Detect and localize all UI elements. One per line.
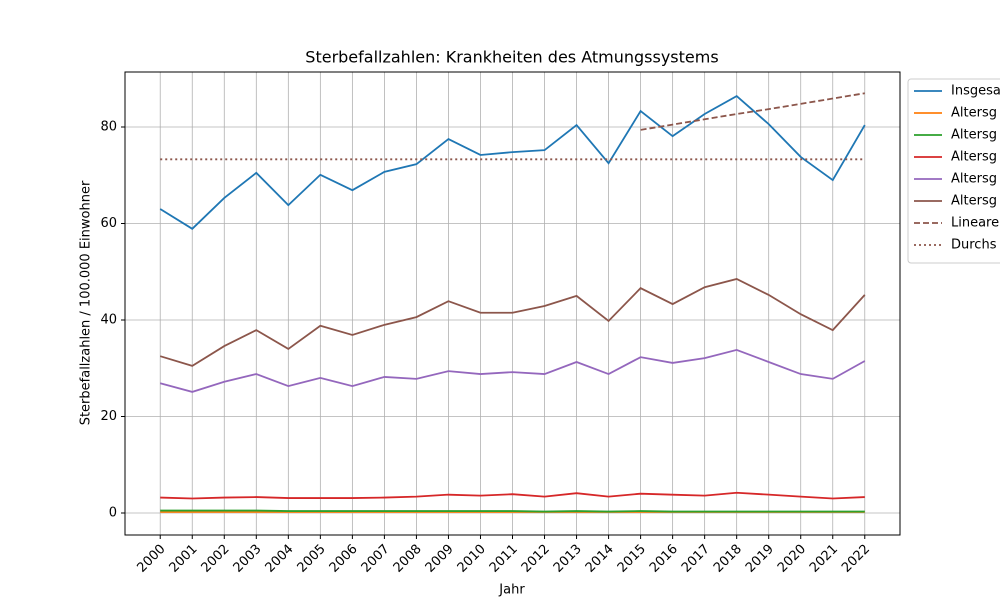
x-tick-label: 2018 [711,542,745,576]
x-tick-label: 2004 [263,542,297,576]
x-tick-label: 2017 [679,542,713,576]
y-tick-label: 80 [100,120,117,135]
x-tick-label: 2008 [391,542,425,576]
x-axis-label: Jahr [498,583,525,598]
legend-label: Altersg [951,172,997,187]
line-series [159,95,866,230]
x-tick-label: 2001 [167,542,201,576]
x-tick-label: 2012 [519,542,553,576]
x-tick-label: 2020 [775,542,809,576]
x-tick-label: 2002 [199,542,233,576]
x-tick-label: 2022 [839,542,873,576]
x-tick-label: 2003 [231,542,265,576]
legend-label: Lineare [951,216,999,231]
x-tick-label: 2005 [295,542,329,576]
legend-label: Altersg [951,106,997,121]
legend-label: Durchs [951,238,997,253]
x-tick-label: 2015 [615,542,649,576]
x-tick-label: 2013 [551,542,585,576]
x-tick-label: 2009 [423,542,457,576]
x-tick-label: 2011 [487,542,521,576]
legend-label: Altersg [951,128,997,143]
y-axis-label: Sterbefallzahlen / 100.000 Einwohner [79,180,94,425]
x-tick-label: 2000 [135,542,169,576]
y-tick-label: 60 [100,216,117,231]
x-tick-label: 2010 [455,542,489,576]
legend-label: Altersg [951,194,997,209]
line-series [160,491,865,500]
line-series [159,278,866,367]
x-tick-label: 2016 [647,542,681,576]
x-tick-label: 2007 [359,542,393,576]
legend: Insgesa Altersg Altersg Altersg Altersg Alter… [907,78,1000,264]
line-series [159,348,866,393]
chart-title: Sterbefallzahlen: Krankheiten des Atmung… [305,48,718,67]
x-tick-label: 2019 [743,542,777,576]
line-series [640,92,865,131]
legend-label: Insgesa [951,84,1000,99]
y-tick-label: 20 [100,409,117,424]
line-series [160,509,865,513]
x-tick-label: 2021 [807,542,841,576]
legend-box [907,78,1000,264]
x-tick-label: 2014 [583,542,617,576]
x-tick-label: 2006 [327,542,361,576]
y-tick-label: 40 [100,313,117,328]
plot-frame [124,71,901,536]
y-tick-label: 0 [109,505,117,520]
legend-label: Altersg [951,150,997,165]
